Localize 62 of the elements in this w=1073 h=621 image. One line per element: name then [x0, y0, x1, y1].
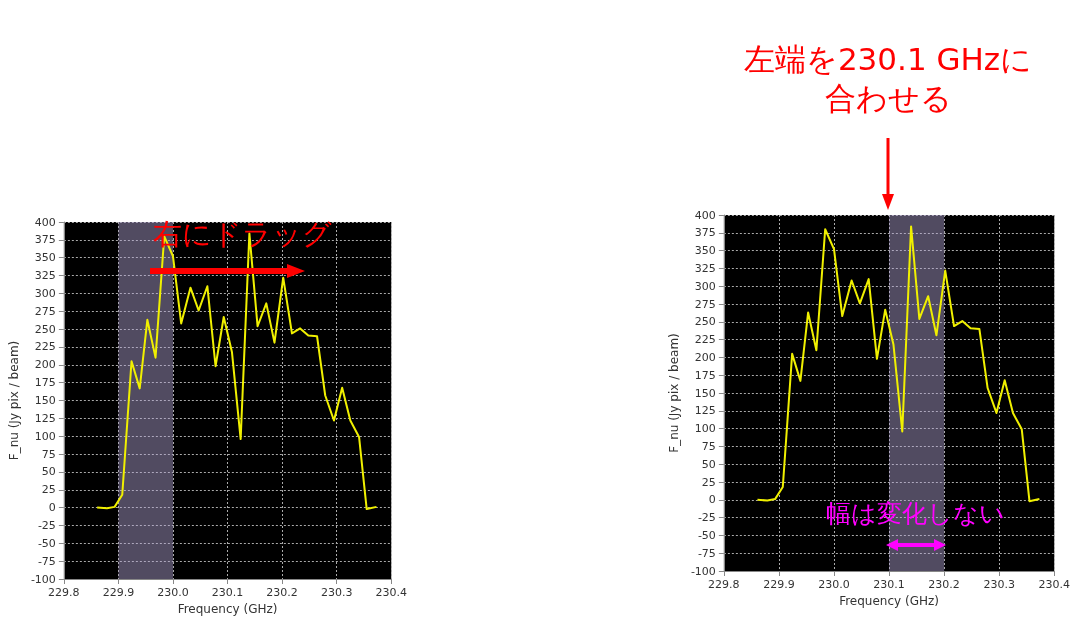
y-tick-label: 275 — [34, 304, 56, 318]
y-tick-label: 50 — [701, 457, 716, 471]
y-tick-label: 400 — [694, 208, 716, 222]
x-tick-label: 229.9 — [763, 578, 795, 591]
y-tick-label: -25 — [697, 511, 716, 525]
y-tick-label: -100 — [30, 572, 56, 586]
x-tick-label: 230.1 — [211, 586, 244, 599]
y-tick-label: 75 — [41, 447, 56, 461]
x-tick-label: 229.9 — [102, 586, 135, 599]
y-tick-label: 400 — [34, 215, 56, 229]
y-tick-label: 150 — [694, 386, 716, 400]
x-tick-label: 230.3 — [320, 586, 353, 599]
x-tick-label: 229.8 — [708, 578, 740, 591]
y-tick-label: -50 — [697, 528, 716, 542]
y-tick-label: -75 — [37, 554, 56, 568]
y-tick-label: 75 — [701, 439, 716, 453]
y-tick-label: 225 — [34, 340, 56, 354]
y-tick-label: 250 — [694, 315, 716, 329]
y-tick-label: 175 — [694, 368, 716, 382]
x-tick-label: 230.4 — [1038, 578, 1070, 591]
y-tick-label: 250 — [34, 322, 56, 336]
x-tick-label: 230.0 — [818, 578, 850, 591]
y-tick-label: 350 — [694, 244, 716, 258]
y-tick-label: 200 — [34, 358, 56, 372]
y-tick-label: -25 — [37, 518, 56, 532]
x-tick-label: 229.8 — [48, 586, 80, 599]
y-tick-label: 325 — [34, 269, 56, 283]
y-tick-label: 375 — [34, 233, 56, 247]
y-tick-label: 0 — [708, 493, 716, 507]
y-tick-label: 225 — [694, 333, 716, 347]
x-tick-label: 230.3 — [983, 578, 1015, 591]
y-tick-label: 150 — [34, 394, 56, 407]
x-tick-label: 230.0 — [157, 586, 189, 599]
y-tick-label: 375 — [694, 226, 716, 240]
x-tick-label: 230.2 — [266, 586, 298, 599]
y-tick-label: 200 — [694, 350, 716, 364]
y-tick-label: 100 — [34, 429, 56, 443]
y-tick-label: 300 — [694, 279, 716, 293]
y-tick-label: 125 — [34, 411, 56, 425]
x-tick-label: 230.2 — [928, 578, 960, 591]
line-series — [756, 225, 1041, 503]
x-axis-title: Frequency (GHz) — [177, 601, 278, 616]
y-tick-label: 325 — [694, 261, 716, 275]
y-axis-title: F_nu (Jy pix / beam) — [7, 340, 21, 461]
y-tick-label: -75 — [697, 546, 716, 560]
y-axis-title: F_nu (Jy pix / beam) — [667, 333, 681, 453]
y-tick-label: 100 — [694, 422, 716, 436]
x-tick-label: 230.4 — [375, 586, 407, 599]
y-tick-label: 175 — [34, 376, 56, 390]
y-tick-label: 50 — [41, 465, 56, 479]
y-tick-label: 25 — [41, 483, 56, 497]
x-axis-title: Frequency (GHz) — [839, 593, 939, 608]
y-tick-label: 125 — [694, 404, 716, 418]
y-tick-label: 0 — [48, 501, 56, 515]
y-tick-label: -100 — [690, 564, 716, 578]
y-tick-label: 350 — [34, 251, 56, 265]
y-tick-label: 25 — [701, 475, 716, 489]
y-tick-label: 300 — [34, 286, 56, 300]
y-tick-label: 275 — [694, 297, 716, 311]
y-tick-label: -50 — [37, 536, 56, 550]
x-tick-label: 230.1 — [873, 578, 905, 591]
text: 左端を230.1 GHzに合わせる — [742, 40, 1034, 118]
